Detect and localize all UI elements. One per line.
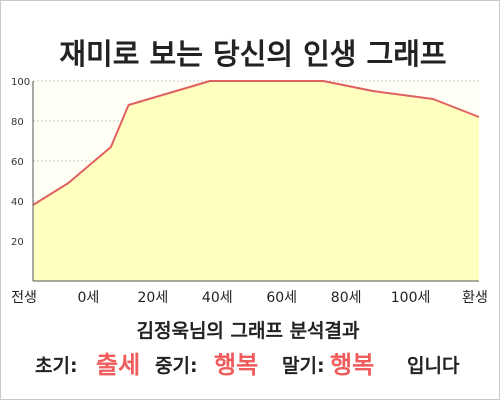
late-label: 말기: [282, 355, 325, 377]
x-tick-label: 40세 [202, 290, 233, 306]
y-tick-label: 80 [11, 117, 24, 128]
late-value: 행복 [330, 351, 374, 379]
middle-label: 중기: [155, 355, 198, 377]
x-tick-label: 환생 [462, 290, 488, 306]
x-tick-label: 100세 [391, 290, 431, 306]
y-tick-label: 100 [11, 77, 30, 88]
chart-title: 재미로 보는 당신의 인생 그래프 [59, 37, 446, 71]
early-label: 초기: [35, 355, 78, 377]
x-tick-label: 80세 [331, 290, 362, 306]
middle-value: 행복 [214, 351, 258, 379]
x-tick-label: 20세 [138, 290, 169, 306]
y-tick-label: 20 [11, 237, 24, 248]
y-tick-label: 60 [11, 157, 24, 168]
early-value: 출세 [96, 351, 140, 379]
x-tick-label: 전생 [11, 290, 37, 306]
x-tick-label: 60세 [266, 290, 297, 306]
ending-text: 입니다 [407, 355, 460, 377]
area-fill [33, 81, 479, 281]
analysis-title: 김정욱님의 그래프 분석결과 [137, 320, 361, 342]
life-line [32, 80, 480, 206]
plot-area: 20 40 60 80 100 전생 0세 20세 40세 60세 80세 100세 환생 [11, 77, 488, 306]
y-tick-label: 40 [11, 197, 24, 208]
x-tick-label: 0세 [78, 290, 100, 306]
